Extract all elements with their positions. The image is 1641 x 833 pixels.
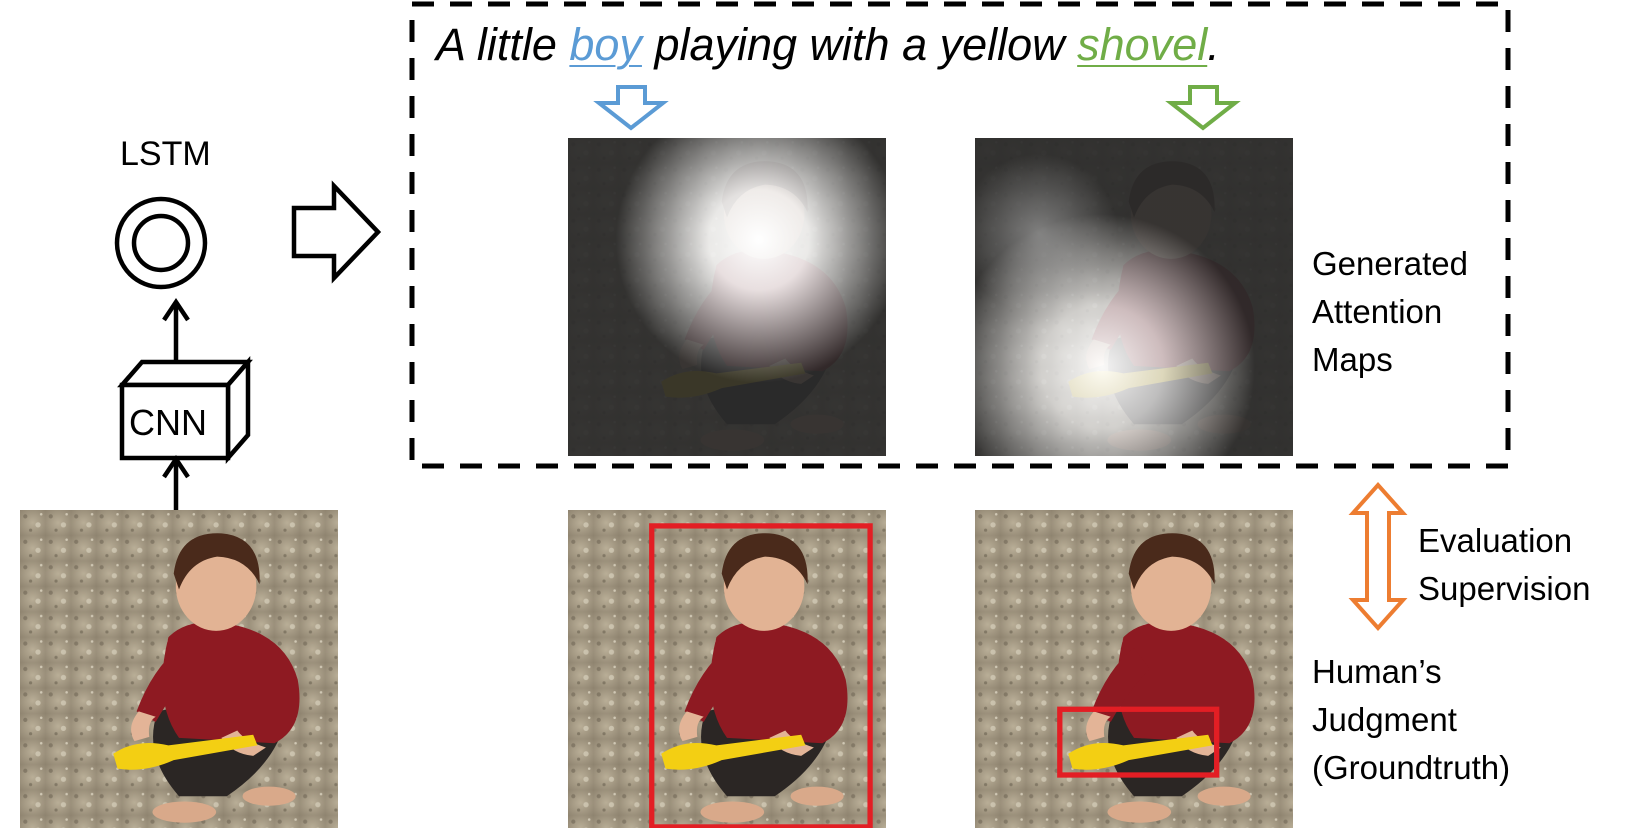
judgment-label: Human’s Judgment (Groundtruth) [1312,648,1510,792]
evaluation-label-line2: Supervision [1418,570,1591,607]
shovel-bounding-box [1057,706,1220,778]
lstm-cell-inner [131,213,191,273]
image-to-cnn-arrowhead-icon [162,454,190,479]
evaluation-double-arrow-icon [1348,481,1408,632]
input-photo [20,510,338,828]
caption-word-shovel: shovel [1077,19,1208,70]
attention-label-line1: Generated [1312,245,1468,282]
attention-region-dashed-box [409,1,1511,469]
boy-bounding-box [649,523,873,828]
evaluation-label: Evaluation Supervision [1418,517,1590,613]
attention-map-shovel [975,138,1293,456]
groundtruth-photo-boy [568,510,886,828]
lstm-cell-outer [114,196,208,290]
lstm-label: LSTM [120,135,211,173]
attention-maps-label: Generated Attention Maps [1312,240,1468,384]
judgment-label-line2: Judgment [1312,701,1457,738]
model-to-output-arrow-icon [291,180,382,284]
attention-map-boy [568,138,886,456]
caption-suffix: . [1207,19,1220,70]
cnn-to-lstm-arrowhead-icon [162,297,190,322]
attention-label-line2: Attention [1312,293,1443,330]
caption-word-boy: boy [569,19,642,70]
caption-prefix: A little [436,19,570,70]
evaluation-label-line1: Evaluation [1418,522,1573,559]
caption-middle: playing with a yellow [641,19,1078,70]
judgment-label-line3: (Groundtruth) [1312,749,1511,786]
caption-sentence: A little boy playing with a yellow shove… [436,18,1220,72]
groundtruth-photo-shovel [975,510,1293,828]
judgment-label-line1: Human’s [1312,653,1442,690]
boy-down-arrow-icon [593,85,669,131]
attention-label-line3: Maps [1312,341,1393,378]
shovel-down-arrow-icon [1165,85,1241,131]
cnn-label: CNN [129,402,207,443]
cnn-block [117,355,253,465]
